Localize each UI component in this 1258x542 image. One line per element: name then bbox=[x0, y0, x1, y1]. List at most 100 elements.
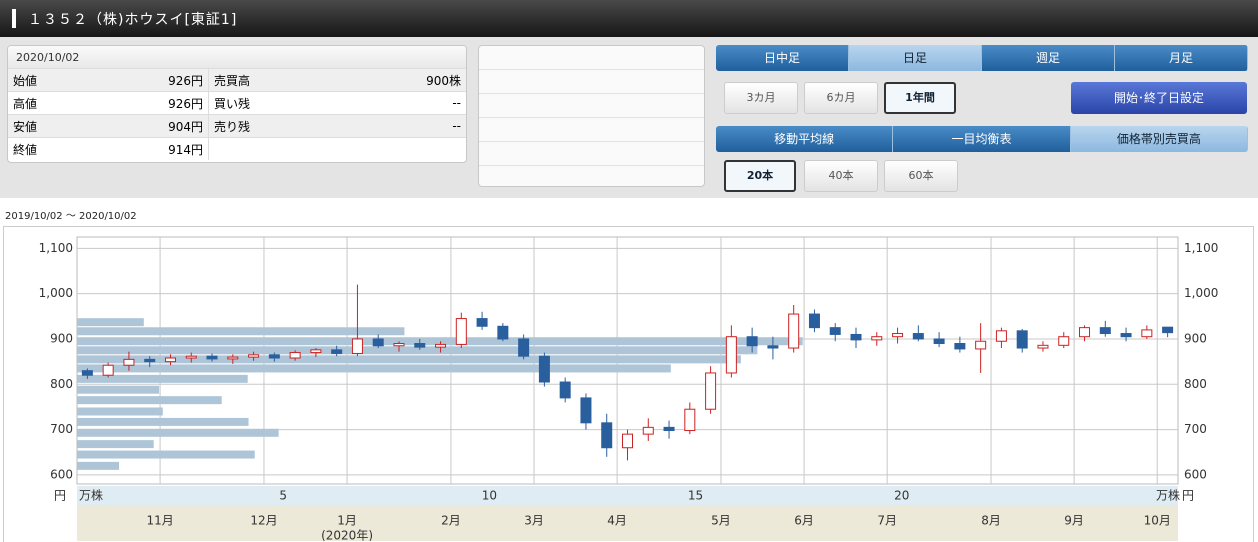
button[interactable]: 20本 bbox=[724, 160, 796, 192]
month-label: 8月 bbox=[981, 514, 1001, 528]
tab[interactable]: 週足 bbox=[982, 45, 1115, 71]
period-tabs: 日中足 日足 週足 月足 bbox=[716, 45, 1248, 71]
info-cell: -- bbox=[279, 91, 466, 115]
candle-body bbox=[455, 318, 467, 345]
info-cell: 926円 bbox=[88, 68, 209, 92]
candle-body bbox=[1120, 333, 1132, 338]
y2-tick-label: 600 bbox=[1184, 467, 1207, 481]
header: １３５２（株)ホウスイ[東証1] bbox=[0, 0, 1258, 37]
month-label: 9月 bbox=[1064, 514, 1084, 528]
info-cell: 買い残 bbox=[208, 91, 279, 115]
volume-bar bbox=[77, 364, 671, 373]
y2-tick-label: 800 bbox=[1184, 377, 1207, 391]
y2-tick-label: 700 bbox=[1184, 422, 1207, 436]
info-cell: 高値 bbox=[8, 91, 88, 115]
candle-body bbox=[642, 426, 654, 435]
volume-bar bbox=[77, 346, 758, 355]
button[interactable]: 1年間 bbox=[884, 82, 956, 114]
candle-body bbox=[788, 313, 800, 349]
candle-body bbox=[1079, 327, 1091, 338]
month-label: 6月 bbox=[794, 514, 814, 528]
y-tick-label: 1,100 bbox=[39, 241, 73, 255]
info-cell: 926円 bbox=[88, 91, 209, 115]
candle-body bbox=[912, 333, 924, 340]
candle-body bbox=[601, 422, 613, 449]
tab[interactable]: 価格帯別売買高 bbox=[1070, 126, 1248, 152]
info-cell: 始値 bbox=[8, 68, 88, 92]
info-panel: 2020/10/02 始値 926円 売買高 900株 高値 926円 買い残 -- 安値 904… bbox=[7, 45, 467, 163]
info-cell: 900株 bbox=[279, 68, 466, 92]
volume-bar bbox=[77, 385, 160, 394]
candle-body bbox=[414, 343, 426, 348]
month-label: 5月 bbox=[711, 514, 731, 528]
month-label: 1月 bbox=[337, 514, 357, 528]
button[interactable]: 40本 bbox=[804, 160, 878, 192]
info-table: 始値 926円 売買高 900株 高値 926円 買い残 -- 安値 904円 売り残 -- 終値 914… bbox=[8, 68, 466, 160]
volume-tick-label: 5 bbox=[279, 489, 287, 503]
candle-body bbox=[123, 358, 135, 366]
info-cell: 売り残 bbox=[208, 114, 279, 138]
indicator-tabs: 移動平均線 一目均衡表 価格帯別売買高 bbox=[716, 126, 1248, 152]
y2-tick-label: 1,100 bbox=[1184, 241, 1218, 255]
candle-body bbox=[663, 426, 675, 432]
volume-axis-band bbox=[77, 486, 1178, 505]
title: １３５２（株)ホウスイ[東証1] bbox=[28, 12, 238, 28]
info-row: 始値 926円 売買高 900株 bbox=[8, 68, 466, 92]
candle-body bbox=[310, 349, 322, 354]
candle-body bbox=[331, 349, 343, 354]
info-cell bbox=[279, 137, 466, 160]
tab[interactable]: 日足 bbox=[849, 45, 982, 71]
y2-tick-label: 900 bbox=[1184, 331, 1207, 345]
info-cell: 914円 bbox=[88, 137, 209, 160]
candle-body bbox=[1037, 344, 1049, 349]
candle-body bbox=[289, 352, 301, 359]
button[interactable]: 60本 bbox=[884, 160, 958, 192]
volume-tick-label: 20 bbox=[894, 489, 909, 503]
price-unit: 円 bbox=[54, 489, 66, 503]
volume-tick-label: 15 bbox=[688, 489, 703, 503]
candle-body bbox=[1058, 336, 1070, 346]
tab[interactable]: 一目均衡表 bbox=[893, 126, 1071, 152]
y-tick-label: 900 bbox=[50, 331, 73, 345]
tab[interactable]: 月足 bbox=[1115, 45, 1248, 71]
candle-body bbox=[1162, 326, 1174, 334]
candle-body bbox=[393, 343, 405, 347]
tab[interactable]: 日中足 bbox=[716, 45, 849, 71]
y-tick-label: 800 bbox=[50, 377, 73, 391]
tab[interactable]: 移動平均線 bbox=[716, 126, 894, 152]
y2-tick-label: 1,000 bbox=[1184, 286, 1218, 300]
candle-body bbox=[684, 408, 696, 432]
info-row: 終値 914円 bbox=[8, 137, 466, 160]
volume-bar bbox=[77, 355, 741, 364]
date-range: 2019/10/02 〜 2020/10/02 bbox=[5, 211, 137, 222]
volume-bar bbox=[77, 374, 248, 383]
candle-body bbox=[518, 338, 530, 357]
candle-body bbox=[1016, 330, 1028, 349]
candle-body bbox=[933, 338, 945, 345]
month-label: 4月 bbox=[607, 514, 627, 528]
candle-body bbox=[164, 357, 176, 363]
button[interactable]: 6カ月 bbox=[804, 82, 878, 114]
candle-body bbox=[829, 327, 841, 335]
volume-bar bbox=[77, 440, 154, 449]
volume-tick-label: 10 bbox=[482, 489, 497, 503]
info-row: 安値 904円 売り残 -- bbox=[8, 114, 466, 138]
volume-bar bbox=[77, 337, 803, 346]
date-setting-button[interactable]: 開始･終了日設定 bbox=[1071, 82, 1247, 114]
volume-bar bbox=[77, 318, 144, 327]
candle-body bbox=[808, 313, 820, 329]
button[interactable]: 3カ月 bbox=[724, 82, 798, 114]
volume-unit-right: 万株 bbox=[1156, 488, 1180, 503]
y-tick-label: 700 bbox=[50, 422, 73, 436]
month-label: 2月 bbox=[441, 514, 461, 528]
candle-body bbox=[81, 370, 93, 376]
volume-bar bbox=[77, 461, 120, 470]
chart-frame bbox=[3, 226, 1254, 542]
candle-body bbox=[746, 336, 758, 347]
month-label: 11月 bbox=[146, 514, 173, 528]
y-tick-label: 1,000 bbox=[39, 286, 73, 300]
candle-body bbox=[476, 318, 488, 327]
month-label: 10月 bbox=[1144, 514, 1171, 528]
month-label: 12月 bbox=[250, 514, 277, 528]
